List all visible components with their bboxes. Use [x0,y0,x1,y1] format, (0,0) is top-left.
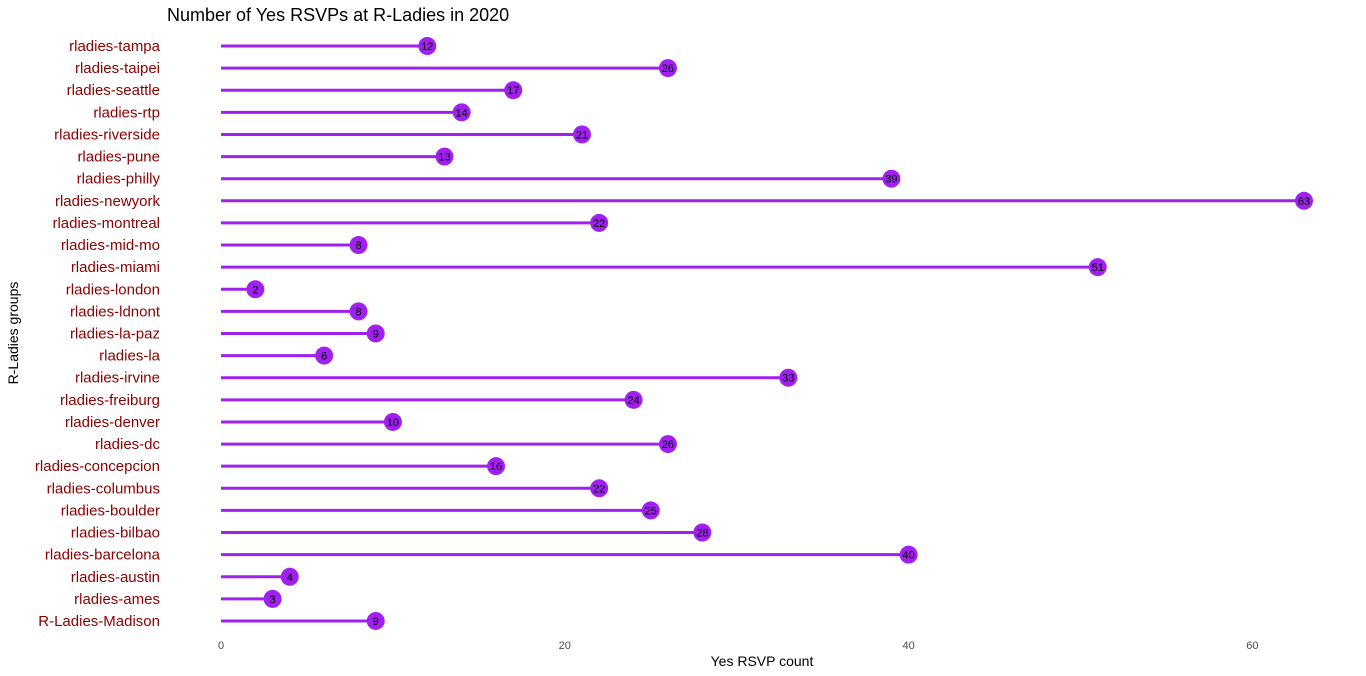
dot-rladies-tampa [418,37,437,55]
category-label-rladies-montreal: rladies-montreal [52,215,160,232]
dot-rladies-ldnont [349,302,368,321]
value-label-rladies-columbus: 22 [593,483,605,495]
value-label-rladies-austin: 4 [287,572,293,584]
value-label-rladies-la: 6 [321,351,327,363]
x-tick-40: 40 [902,640,914,652]
value-label-rladies-riverside: 21 [576,129,588,141]
category-label-rladies-taipei: rladies-taipei [75,60,160,77]
dot-rladies-pune [435,147,454,166]
category-label-rladies-rtp: rladies-rtp [93,104,160,121]
category-label-rladies-london: rladies-london [66,281,160,298]
value-label-rladies-irvine: 33 [782,373,794,385]
value-label-rladies-ldnont: 8 [355,306,361,318]
category-label-rladies-ames: rladies-ames [74,591,160,608]
dot-r-ladies-madison [366,611,385,630]
x-tick-20: 20 [559,640,571,652]
category-label-rladies-pune: rladies-pune [77,149,160,166]
value-label-rladies-denver: 10 [387,417,399,429]
y-axis-title: R-Ladies groups [5,282,21,385]
category-label-rladies-irvine: rladies-irvine [75,370,160,387]
value-label-rladies-concepcion: 16 [490,461,502,473]
category-label-rladies-ldnont: rladies-ldnont [70,303,161,320]
dot-rladies-denver [383,412,402,431]
category-label-rladies-riverside: rladies-riverside [54,126,160,143]
value-label-rladies-miami: 51 [1092,262,1104,274]
value-label-rladies-dc: 26 [662,439,674,451]
category-label-rladies-barcelona: rladies-barcelona [45,547,161,564]
category-label-rladies-la-paz: rladies-la-paz [70,325,160,342]
dot-rladies-london [246,280,265,299]
x-axis-title: Yes RSVP count [711,653,814,669]
category-label-rladies-bilbao: rladies-bilbao [71,525,160,542]
value-label-rladies-barcelona: 40 [902,550,914,562]
value-label-rladies-bilbao: 28 [696,528,708,540]
category-label-rladies-mid-mo: rladies-mid-mo [61,237,160,254]
x-axis-ticks: 0 20 40 60 [218,640,1259,652]
dot-rladies-miami [1088,258,1107,277]
category-label-rladies-la: rladies-la [99,348,161,365]
dot-rladies-rtp [452,103,471,122]
value-label-rladies-pune: 13 [438,152,450,164]
category-label-rladies-concepcion: rladies-concepcion [35,458,160,475]
value-label-rladies-la-paz: 9 [373,328,379,340]
dot-rladies-la-paz [366,324,385,343]
dot-rladies-newyork [1295,191,1313,210]
dot-rladies-austin [280,567,299,586]
chart-title: Number of Yes RSVPs at R-Ladies in 2020 [167,5,509,25]
dot-rladies-bilbao [693,523,712,542]
value-label-rladies-tampa: 12 [421,41,433,53]
x-tick-60: 60 [1246,640,1258,652]
dot-rladies-columbus [590,479,609,498]
dot-rladies-boulder [641,501,660,520]
dot-rladies-riverside [573,125,591,144]
category-label-rladies-newyork: rladies-newyork [55,193,161,210]
category-label-rladies-dc: rladies-dc [95,436,161,453]
category-label-rladies-miami: rladies-miami [71,259,160,276]
category-label-rladies-boulder: rladies-boulder [61,502,160,519]
value-label-rladies-london: 2 [252,284,258,296]
dot-rladies-dc [658,435,677,454]
value-label-rladies-ames: 3 [270,594,276,606]
dot-rladies-taipei [658,59,677,78]
value-label-rladies-newyork: 63 [1298,196,1310,208]
dot-rladies-montreal [590,213,609,232]
category-label-rladies-seattle: rladies-seattle [67,82,160,99]
value-label-r-ladies-madison: 9 [373,616,379,628]
dot-rladies-irvine [779,368,798,387]
dot-rladies-la [315,346,334,365]
dot-rladies-concepcion [487,457,506,476]
category-label-rladies-freiburg: rladies-freiburg [60,392,160,409]
value-label-rladies-freiburg: 24 [627,395,639,407]
value-label-rladies-montreal: 22 [593,218,605,230]
dot-rladies-mid-mo [349,236,368,255]
category-label-rladies-tampa: rladies-tampa [69,38,161,55]
category-label-rladies-denver: rladies-denver [65,414,160,431]
value-label-rladies-seattle: 17 [507,85,519,97]
dot-rladies-barcelona [899,545,918,564]
value-label-rladies-boulder: 25 [645,505,657,517]
category-label-r-ladies-madison: R-Ladies-Madison [38,613,160,630]
dot-rladies-ames [263,589,282,608]
value-label-rladies-philly: 39 [885,174,897,186]
category-label-rladies-austin: rladies-austin [71,569,160,586]
value-label-rladies-taipei: 26 [662,63,674,75]
category-label-rladies-columbus: rladies-columbus [47,480,160,497]
value-label-rladies-mid-mo: 8 [355,240,361,252]
x-tick-0: 0 [218,640,224,652]
dot-rladies-philly [882,169,901,188]
dot-rladies-seattle [504,81,523,100]
dot-rladies-freiburg [624,390,643,409]
value-label-rladies-rtp: 14 [456,107,468,119]
category-label-rladies-philly: rladies-philly [77,171,161,188]
